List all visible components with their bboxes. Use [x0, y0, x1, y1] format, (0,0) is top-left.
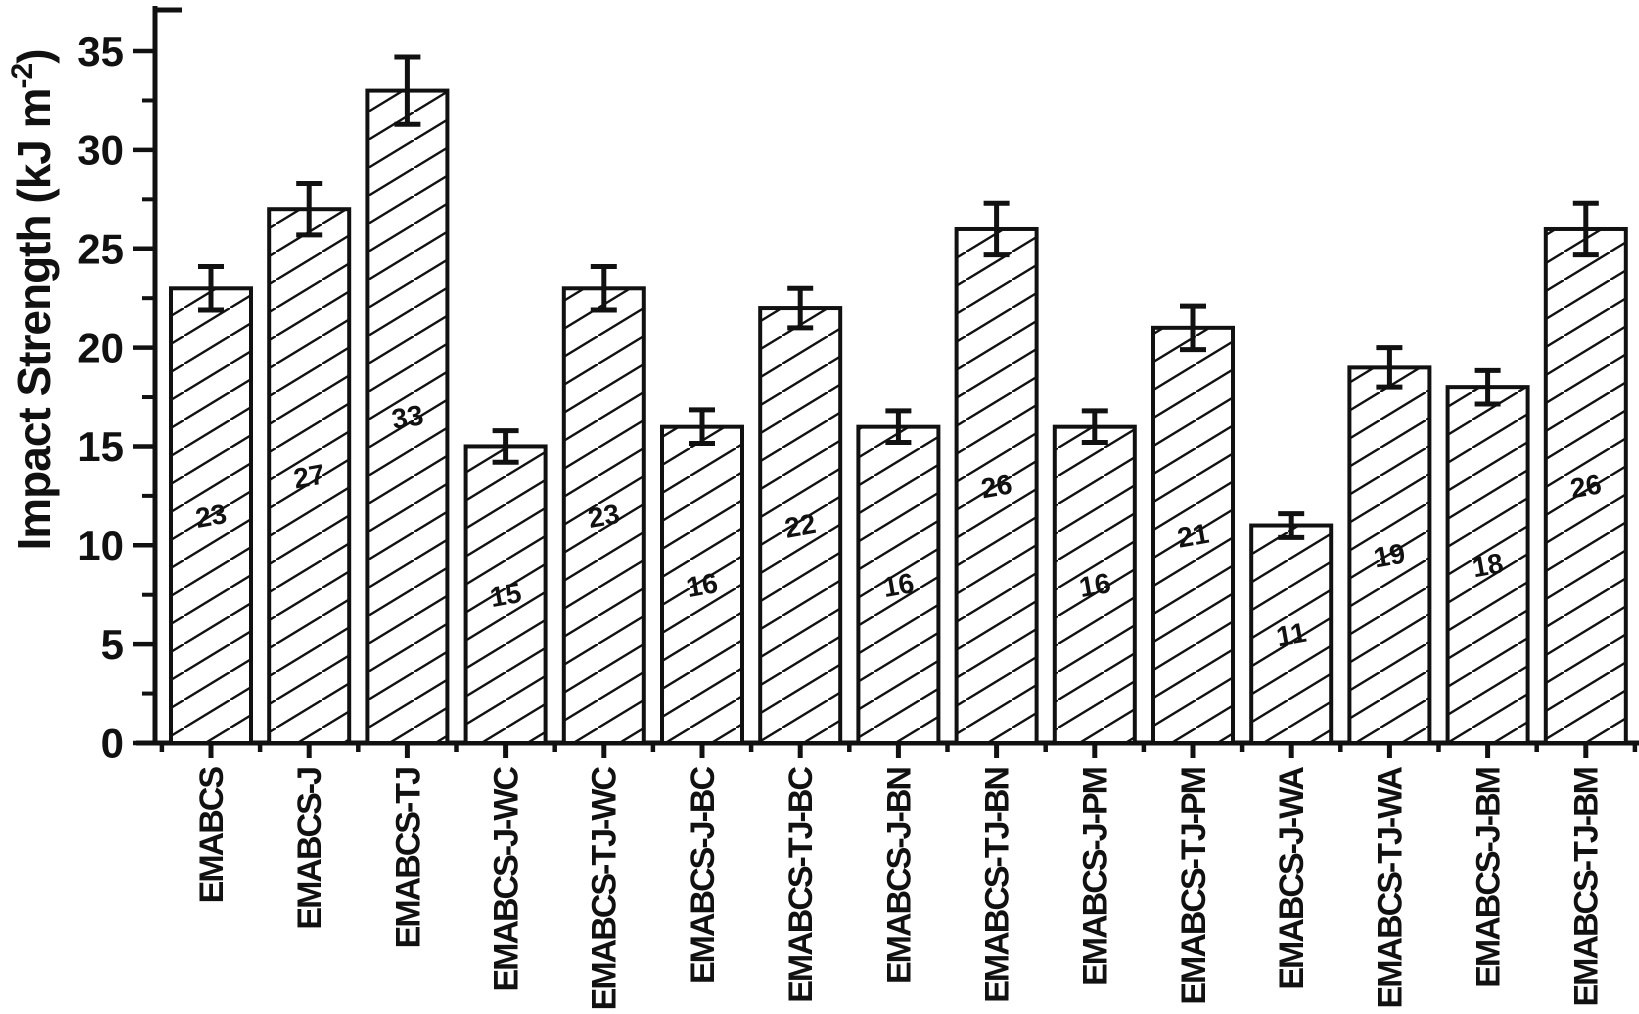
error-bar: [1081, 408, 1108, 445]
error-bar: [394, 54, 421, 127]
bar: [660, 424, 744, 745]
bar-value-label: 18: [1470, 547, 1506, 583]
x-category-label: EMABCS-TJ-WC: [586, 767, 624, 1011]
bar-value-label: 27: [291, 458, 327, 494]
x-category-label: EMABCS-TJ-BN: [979, 768, 1017, 1003]
error-bar: [1376, 345, 1403, 390]
error-bar: [492, 428, 519, 465]
bar-value-label: 16: [1077, 567, 1113, 603]
bar: [1151, 325, 1235, 745]
bar: [1543, 226, 1628, 746]
bar: [463, 444, 548, 745]
x-category-label: EMABCS-J-BC: [684, 767, 722, 984]
y-tick-label: 20: [77, 324, 124, 371]
y-tick-label: 35: [77, 28, 124, 75]
bar-value-label: 26: [1568, 468, 1604, 504]
error-bar: [689, 407, 715, 446]
bar-value-label: 21: [1175, 518, 1211, 554]
x-category-label: EMABCS-J: [291, 768, 329, 930]
x-category-label: EMABCS-TJ-BC: [782, 767, 820, 1003]
bar-value-label: 23: [586, 498, 622, 534]
bar-value-label: 16: [684, 567, 720, 603]
x-category-label: EMABCS-J-WA: [1273, 767, 1311, 990]
x-category-label: EMABCS-TJ-PM: [1175, 767, 1213, 1004]
error-bar: [296, 181, 323, 238]
x-category-label: EMABCS-J-BM: [1470, 767, 1508, 987]
y-tick-label: 10: [77, 522, 124, 569]
x-category-label: EMABCS-J-PM: [1077, 767, 1115, 986]
bar: [365, 88, 450, 745]
y-tick-label: 25: [77, 225, 124, 272]
bar-value-label: 11: [1274, 617, 1309, 653]
error-bar: [1180, 303, 1206, 353]
y-axis-title: Impact Strength (kJ m-2): [6, 49, 60, 550]
y-axis-title-close: ): [8, 49, 60, 63]
x-category-label: EMABCS-TJ-WA: [1371, 767, 1409, 1009]
bar-value-label: 15: [488, 577, 524, 613]
bar-value-label: 22: [782, 508, 818, 544]
y-tick-label: 0: [101, 720, 124, 767]
y-axis-title-superscript: -2: [6, 63, 39, 88]
error-bar: [198, 264, 224, 313]
y-axis-title-main: Impact Strength (kJ m: [8, 88, 60, 550]
y-tick-label: 5: [101, 621, 124, 668]
error-bar: [787, 285, 814, 331]
error-bar: [885, 408, 912, 445]
x-category-label: EMABCS-J-BN: [880, 768, 918, 984]
bar: [1445, 385, 1530, 745]
bar: [1052, 424, 1137, 745]
x-category-label: EMABCS: [193, 767, 231, 904]
y-tick-label: 15: [77, 423, 124, 470]
bar-value-label: 19: [1371, 538, 1407, 574]
bar: [1347, 365, 1432, 745]
x-category-label: EMABCS-J-WC: [488, 767, 526, 992]
x-category-label: EMABCS-TJ: [389, 768, 427, 948]
bar: [267, 207, 352, 745]
bar: [856, 424, 941, 745]
bar-value-label: 23: [193, 498, 229, 534]
bar-value-label: 16: [880, 567, 916, 603]
bar-value-label: 33: [389, 399, 425, 435]
error-bar: [1572, 200, 1599, 258]
x-category-label: EMABCS-TJ-BM: [1568, 767, 1606, 1006]
error-bar: [1474, 367, 1501, 407]
bar-value-label: 26: [979, 468, 1015, 504]
error-bar: [590, 264, 617, 313]
error-bar: [1278, 511, 1305, 540]
y-tick-label: 30: [77, 127, 124, 174]
plot-area: 0 5 10 15 20 25 30 35 23 EMABCS 27 EMABCS-J 33 EMABCS…: [6, 6, 1639, 1010]
error-bar: [983, 200, 1010, 258]
